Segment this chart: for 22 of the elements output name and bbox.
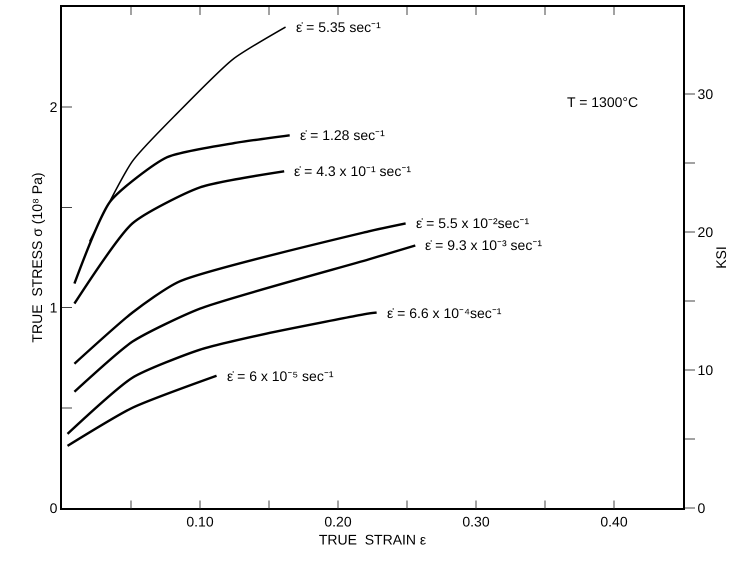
y2-tick-label: 10 — [698, 362, 714, 378]
x-axis-title: TRUE STRAIN ε — [318, 531, 426, 548]
y-tick-label: 0 — [50, 500, 58, 516]
y2-tick-label: 0 — [698, 500, 706, 516]
y2-tick-label: 30 — [698, 86, 714, 102]
x-tick-label: 0.40 — [600, 514, 628, 530]
series-label: ε̇ = 5.5 x 10⁻²sec⁻¹ — [416, 215, 530, 231]
series-label: ε̇ = 1.28 sec⁻¹ — [300, 127, 386, 143]
series-label: ε̇ = 9.3 x 10⁻³ sec⁻¹ — [425, 237, 542, 253]
y2-axis-title: KSI — [713, 246, 730, 269]
y-axis-title: TRUE STRESS σ (10⁸ Pa) — [28, 172, 45, 343]
y-tick-label: 1 — [50, 300, 58, 316]
x-tick-label: 0.30 — [462, 514, 490, 530]
series-label: ε̇ = 6.6 x 10⁻⁴sec⁻¹ — [387, 305, 502, 321]
x-tick-label: 0.20 — [324, 514, 352, 530]
x-tick-label: 0.10 — [186, 514, 214, 530]
y2-tick-label: 20 — [698, 224, 714, 240]
annotation: T = 1300°C — [567, 94, 638, 110]
series-label: ε̇ = 6 x 10⁻⁵ sec⁻¹ — [227, 368, 334, 384]
series-label: ε̇ = 5.35 sec⁻¹ — [296, 19, 382, 35]
y-tick-label: 2 — [50, 99, 58, 116]
series-label: ε̇ = 4.3 x 10⁻¹ sec⁻¹ — [294, 163, 412, 179]
